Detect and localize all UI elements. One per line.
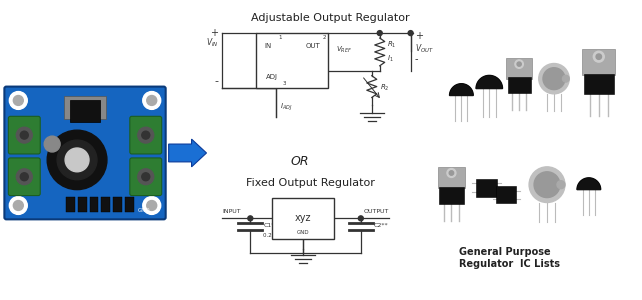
Circle shape xyxy=(44,136,60,152)
Circle shape xyxy=(596,54,602,59)
FancyBboxPatch shape xyxy=(496,186,516,203)
Circle shape xyxy=(143,196,160,214)
Circle shape xyxy=(21,173,28,181)
Circle shape xyxy=(539,64,569,94)
Circle shape xyxy=(16,127,32,143)
FancyBboxPatch shape xyxy=(582,49,615,75)
Circle shape xyxy=(358,216,363,221)
Text: Adjustable Output Regulator: Adjustable Output Regulator xyxy=(250,13,409,23)
FancyBboxPatch shape xyxy=(130,158,162,196)
Text: General Purpose
Regulator  IC Lists: General Purpose Regulator IC Lists xyxy=(458,247,560,269)
FancyBboxPatch shape xyxy=(8,116,40,154)
Text: -: - xyxy=(415,54,418,64)
FancyBboxPatch shape xyxy=(508,77,531,93)
Text: +: + xyxy=(211,28,218,38)
Text: OUTPUT: OUTPUT xyxy=(363,209,388,214)
FancyBboxPatch shape xyxy=(272,198,334,239)
Text: C2**: C2** xyxy=(374,223,388,228)
Text: OR: OR xyxy=(291,155,309,168)
Circle shape xyxy=(21,131,28,139)
FancyBboxPatch shape xyxy=(101,197,110,212)
FancyBboxPatch shape xyxy=(89,197,98,212)
Circle shape xyxy=(138,127,153,143)
FancyBboxPatch shape xyxy=(65,197,74,212)
Polygon shape xyxy=(476,75,503,88)
FancyBboxPatch shape xyxy=(438,167,465,188)
Circle shape xyxy=(447,169,456,177)
Text: OUT: OUT xyxy=(305,43,320,49)
Circle shape xyxy=(16,169,32,185)
Circle shape xyxy=(557,181,565,189)
Polygon shape xyxy=(577,178,601,190)
Circle shape xyxy=(529,167,565,202)
Circle shape xyxy=(515,60,523,68)
Circle shape xyxy=(517,62,521,66)
FancyBboxPatch shape xyxy=(78,197,87,212)
Circle shape xyxy=(534,172,560,198)
Circle shape xyxy=(13,95,23,105)
Circle shape xyxy=(593,51,604,62)
Text: $V_{OUT}$: $V_{OUT}$ xyxy=(415,43,433,55)
Circle shape xyxy=(143,92,160,110)
Circle shape xyxy=(562,75,569,82)
Text: $R_2$: $R_2$ xyxy=(380,82,389,93)
Circle shape xyxy=(147,95,157,105)
FancyBboxPatch shape xyxy=(130,116,162,154)
FancyBboxPatch shape xyxy=(125,197,134,212)
FancyArrow shape xyxy=(169,139,207,167)
Circle shape xyxy=(147,200,157,210)
Circle shape xyxy=(10,196,27,214)
Text: -: - xyxy=(214,76,218,85)
FancyBboxPatch shape xyxy=(70,100,100,122)
Circle shape xyxy=(48,130,107,190)
Circle shape xyxy=(543,68,565,90)
Text: C1*: C1* xyxy=(263,223,275,228)
Text: GND: GND xyxy=(137,208,150,213)
Polygon shape xyxy=(449,84,473,95)
Circle shape xyxy=(57,140,97,180)
Circle shape xyxy=(248,216,253,221)
Circle shape xyxy=(142,131,150,139)
Text: xyz: xyz xyxy=(295,213,311,224)
Circle shape xyxy=(13,200,23,210)
Text: 0.22 μF: 0.22 μF xyxy=(263,233,284,238)
FancyBboxPatch shape xyxy=(256,33,328,88)
FancyBboxPatch shape xyxy=(4,87,166,219)
FancyBboxPatch shape xyxy=(507,58,532,79)
FancyBboxPatch shape xyxy=(439,187,464,204)
Text: INPUT: INPUT xyxy=(222,209,241,214)
Circle shape xyxy=(142,173,150,181)
FancyBboxPatch shape xyxy=(64,95,106,119)
Text: $I_{ADJ}$: $I_{ADJ}$ xyxy=(280,102,293,113)
Text: +: + xyxy=(415,31,422,41)
Text: 3: 3 xyxy=(282,81,286,85)
Circle shape xyxy=(377,31,382,36)
Text: GND: GND xyxy=(297,230,309,235)
Text: Fixed Output Regulator: Fixed Output Regulator xyxy=(246,178,374,188)
Text: IN: IN xyxy=(265,43,272,49)
Circle shape xyxy=(449,171,454,175)
FancyBboxPatch shape xyxy=(8,158,40,196)
Text: ADJ: ADJ xyxy=(266,74,278,80)
Text: $V_{IN}$: $V_{IN}$ xyxy=(206,37,218,49)
Text: 1: 1 xyxy=(279,35,282,40)
FancyBboxPatch shape xyxy=(476,179,497,196)
Text: $I_1$: $I_1$ xyxy=(386,54,394,64)
Circle shape xyxy=(65,148,89,172)
Text: 2: 2 xyxy=(322,35,325,40)
Text: $R_1$: $R_1$ xyxy=(386,40,396,50)
Circle shape xyxy=(408,31,413,36)
FancyBboxPatch shape xyxy=(114,197,123,212)
Circle shape xyxy=(10,92,27,110)
FancyBboxPatch shape xyxy=(584,74,614,94)
Circle shape xyxy=(138,169,153,185)
Text: $V_{REF}$: $V_{REF}$ xyxy=(336,45,352,55)
